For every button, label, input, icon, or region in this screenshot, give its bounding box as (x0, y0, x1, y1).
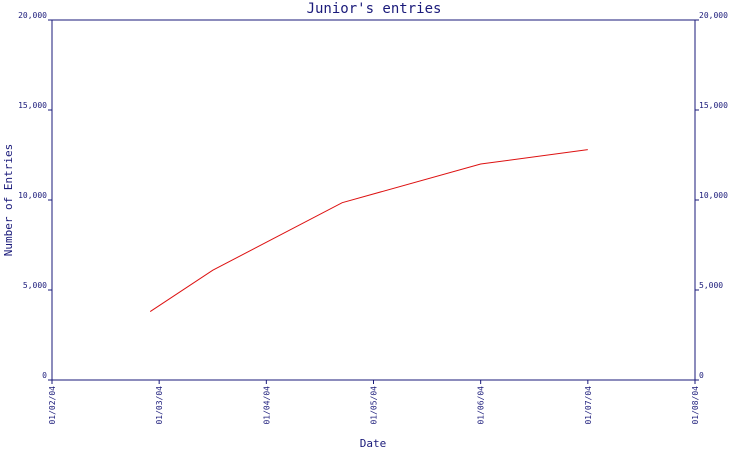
series-line (149, 149, 588, 313)
x-tick-label: 01/05/04 (370, 386, 379, 425)
x-tick-label: 01/06/04 (477, 386, 486, 425)
y-axis-left: 0 5,000 10,000 15,000 20,000 (18, 11, 52, 381)
y-tick-label-left: 20,000 (18, 11, 47, 20)
plot-frame (51, 19, 696, 381)
y-tick-label-right: 0 (699, 371, 704, 380)
x-tick-label: 01/04/04 (262, 386, 271, 425)
y-tick-label-left: 0 (42, 371, 47, 380)
y-axis-label: Number of Entries (2, 144, 15, 257)
y-tick-label-left: 5,000 (23, 281, 47, 290)
y-axis-right: 0 5,000 10,000 15,000 20,000 (695, 11, 728, 381)
x-axis-label: Date (360, 437, 387, 450)
x-tick-label: 01/08/04 (691, 386, 700, 425)
x-tick-label: 01/03/04 (155, 386, 164, 425)
y-tick-label-right: 20,000 (699, 11, 728, 20)
y-tick-label-right: 15,000 (699, 101, 728, 110)
x-tick-label: 01/07/04 (584, 386, 593, 425)
chart-title: Junior's entries (307, 1, 442, 17)
y-tick-label-left: 10,000 (18, 191, 47, 200)
x-tick-label: 01/02/04 (48, 386, 57, 425)
x-axis: 01/02/04 01/03/04 01/04/04 01/05/04 01/06/04… (48, 380, 700, 425)
y-tick-label-left: 15,000 (18, 101, 47, 110)
y-tick-label-right: 10,000 (699, 191, 728, 200)
y-tick-label-right: 5,000 (699, 281, 723, 290)
